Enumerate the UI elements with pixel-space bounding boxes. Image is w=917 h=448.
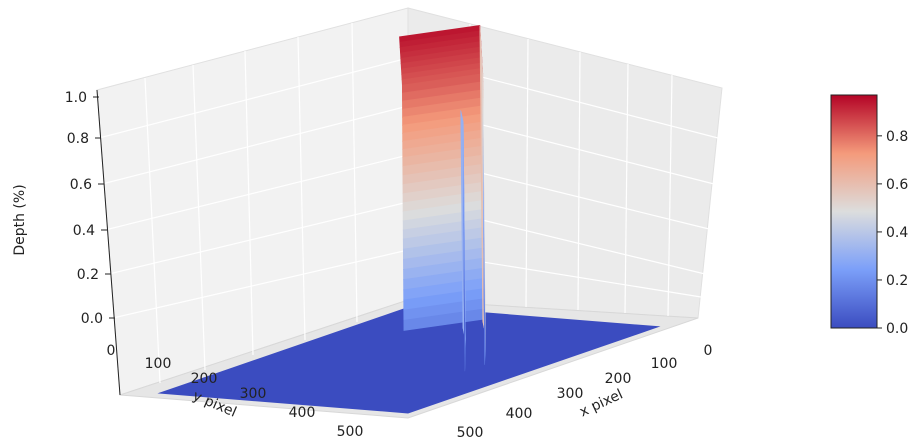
y-tick-label: 400 bbox=[289, 405, 316, 421]
surface-floor bbox=[157, 306, 661, 414]
z-tick-label: 0.8 bbox=[67, 131, 89, 147]
colorbar-tick-label: 0.4 bbox=[886, 225, 908, 241]
x-tick-label: 400 bbox=[506, 406, 533, 422]
x-axis-ticks: 0 100 200 300 400 500 bbox=[457, 343, 713, 441]
x-tick-label: 100 bbox=[651, 356, 678, 372]
colorbar-gradient bbox=[830, 94, 878, 329]
x-axis-label: x pixel bbox=[577, 386, 625, 420]
y-axis-ticks: 0 100 200 300 400 500 bbox=[107, 343, 364, 440]
x-tick-label: 200 bbox=[605, 371, 632, 387]
colorbar-tick-label: 0.6 bbox=[886, 177, 908, 193]
x-tick-label: 0 bbox=[704, 343, 713, 359]
x-tick-label: 300 bbox=[557, 386, 584, 402]
z-tick-label: 1.0 bbox=[65, 90, 87, 106]
z-tick-label: 0.2 bbox=[77, 267, 99, 283]
z-tick-label: 0.4 bbox=[73, 223, 95, 239]
surface-inner-strip bbox=[464, 318, 466, 372]
depth-surface bbox=[157, 25, 661, 414]
y-tick-label: 0 bbox=[107, 343, 116, 359]
z-tick-label: 0.0 bbox=[81, 311, 103, 327]
colorbar: 0.0 0.2 0.4 0.6 0.8 bbox=[830, 94, 908, 337]
z-axis-ticks: 0.0 0.2 0.4 0.6 0.8 1.0 bbox=[65, 90, 115, 327]
z-tick-label: 0.6 bbox=[70, 177, 92, 193]
y-tick-label: 500 bbox=[337, 424, 364, 440]
y-tick-label: 300 bbox=[240, 386, 267, 402]
y-tick-label: 100 bbox=[145, 356, 172, 372]
y-tick-label: 200 bbox=[191, 371, 218, 387]
x-tick-label: 500 bbox=[457, 425, 484, 441]
colorbar-tick-label: 0.0 bbox=[886, 321, 908, 337]
colorbar-tick-label: 0.2 bbox=[886, 273, 908, 289]
surface-wall-strip bbox=[483, 308, 486, 365]
z-axis-label: Depth (%) bbox=[12, 184, 28, 255]
z-axis-line bbox=[96, 89, 121, 396]
colorbar-ticks: 0.0 0.2 0.4 0.6 0.8 bbox=[877, 129, 908, 337]
colorbar-tick-label: 0.8 bbox=[886, 129, 908, 145]
